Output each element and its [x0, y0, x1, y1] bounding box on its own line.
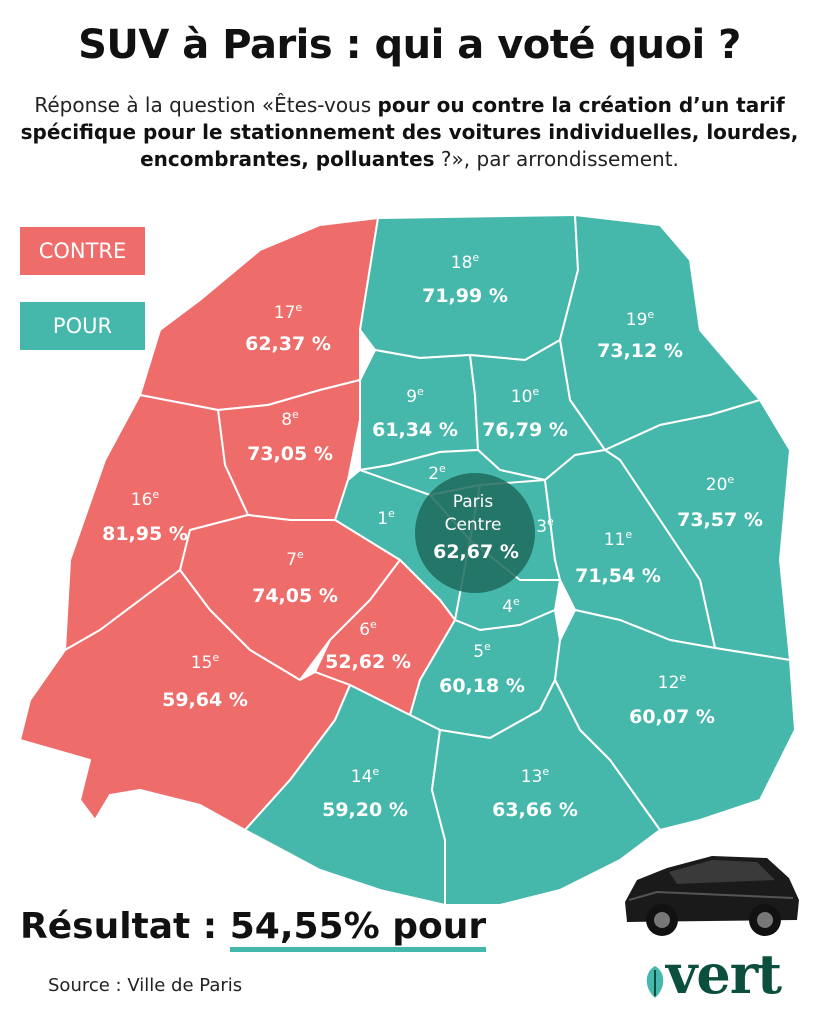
- district-17: [139, 217, 379, 411]
- district-6-pct: 52,62 %: [325, 651, 411, 673]
- district-15-pct: 59,64 %: [162, 689, 248, 711]
- district-17-pct: 62,37 %: [245, 333, 331, 355]
- subtitle: Réponse à la question «Êtes-vous pour ou…: [20, 93, 799, 171]
- district-15-number: 15e: [191, 651, 220, 673]
- result-line: Résultat : 54,55% pour: [20, 906, 487, 952]
- district-12-pct: 60,07 %: [629, 706, 715, 728]
- district-11-number: 11e: [604, 528, 633, 550]
- vert-logo: vert: [642, 942, 812, 1010]
- district-8-pct: 73,05 %: [247, 443, 333, 465]
- district-18-number: 18e: [451, 251, 480, 273]
- centre-pct: 62,67 %: [433, 541, 519, 563]
- page-title: SUV à Paris : qui a voté quoi ?: [78, 22, 741, 68]
- district-20-pct: 73,57 %: [677, 509, 763, 531]
- district-13-pct: 63,66 %: [492, 799, 578, 821]
- district-16-pct: 81,95 %: [102, 523, 188, 545]
- legend-pour: POUR: [20, 302, 145, 350]
- district-14: [244, 684, 446, 906]
- source-note: Source : Ville de Paris: [48, 975, 243, 996]
- legend-contre: CONTRE: [20, 227, 145, 275]
- district-7-pct: 74,05 %: [252, 585, 338, 607]
- centre-line2: Centre: [445, 515, 502, 535]
- district-14-number: 14e: [351, 765, 380, 787]
- district-20-number: 20e: [706, 473, 735, 495]
- district-19-pct: 73,12 %: [597, 340, 683, 362]
- centre-line1: Paris: [453, 492, 494, 512]
- district-10-number: 10e: [511, 385, 540, 407]
- district-9-pct: 61,34 %: [372, 419, 458, 441]
- district-16-number: 16e: [131, 488, 160, 510]
- suv-car-image: [625, 856, 799, 936]
- district-11-pct: 71,54 %: [575, 565, 661, 587]
- district-17-number: 17e: [274, 301, 303, 323]
- district-13: [431, 679, 661, 906]
- leaf-icon: [646, 966, 664, 998]
- district-12-number: 12e: [658, 671, 687, 693]
- district-10-pct: 76,79 %: [482, 419, 568, 441]
- paris-centre-circle: [415, 473, 535, 593]
- district-14-pct: 59,20 %: [322, 799, 408, 821]
- district-13-number: 13e: [521, 765, 550, 787]
- district-18-pct: 71,99 %: [422, 285, 508, 307]
- district-5-pct: 60,18 %: [439, 675, 525, 697]
- district-19-number: 19e: [626, 308, 655, 330]
